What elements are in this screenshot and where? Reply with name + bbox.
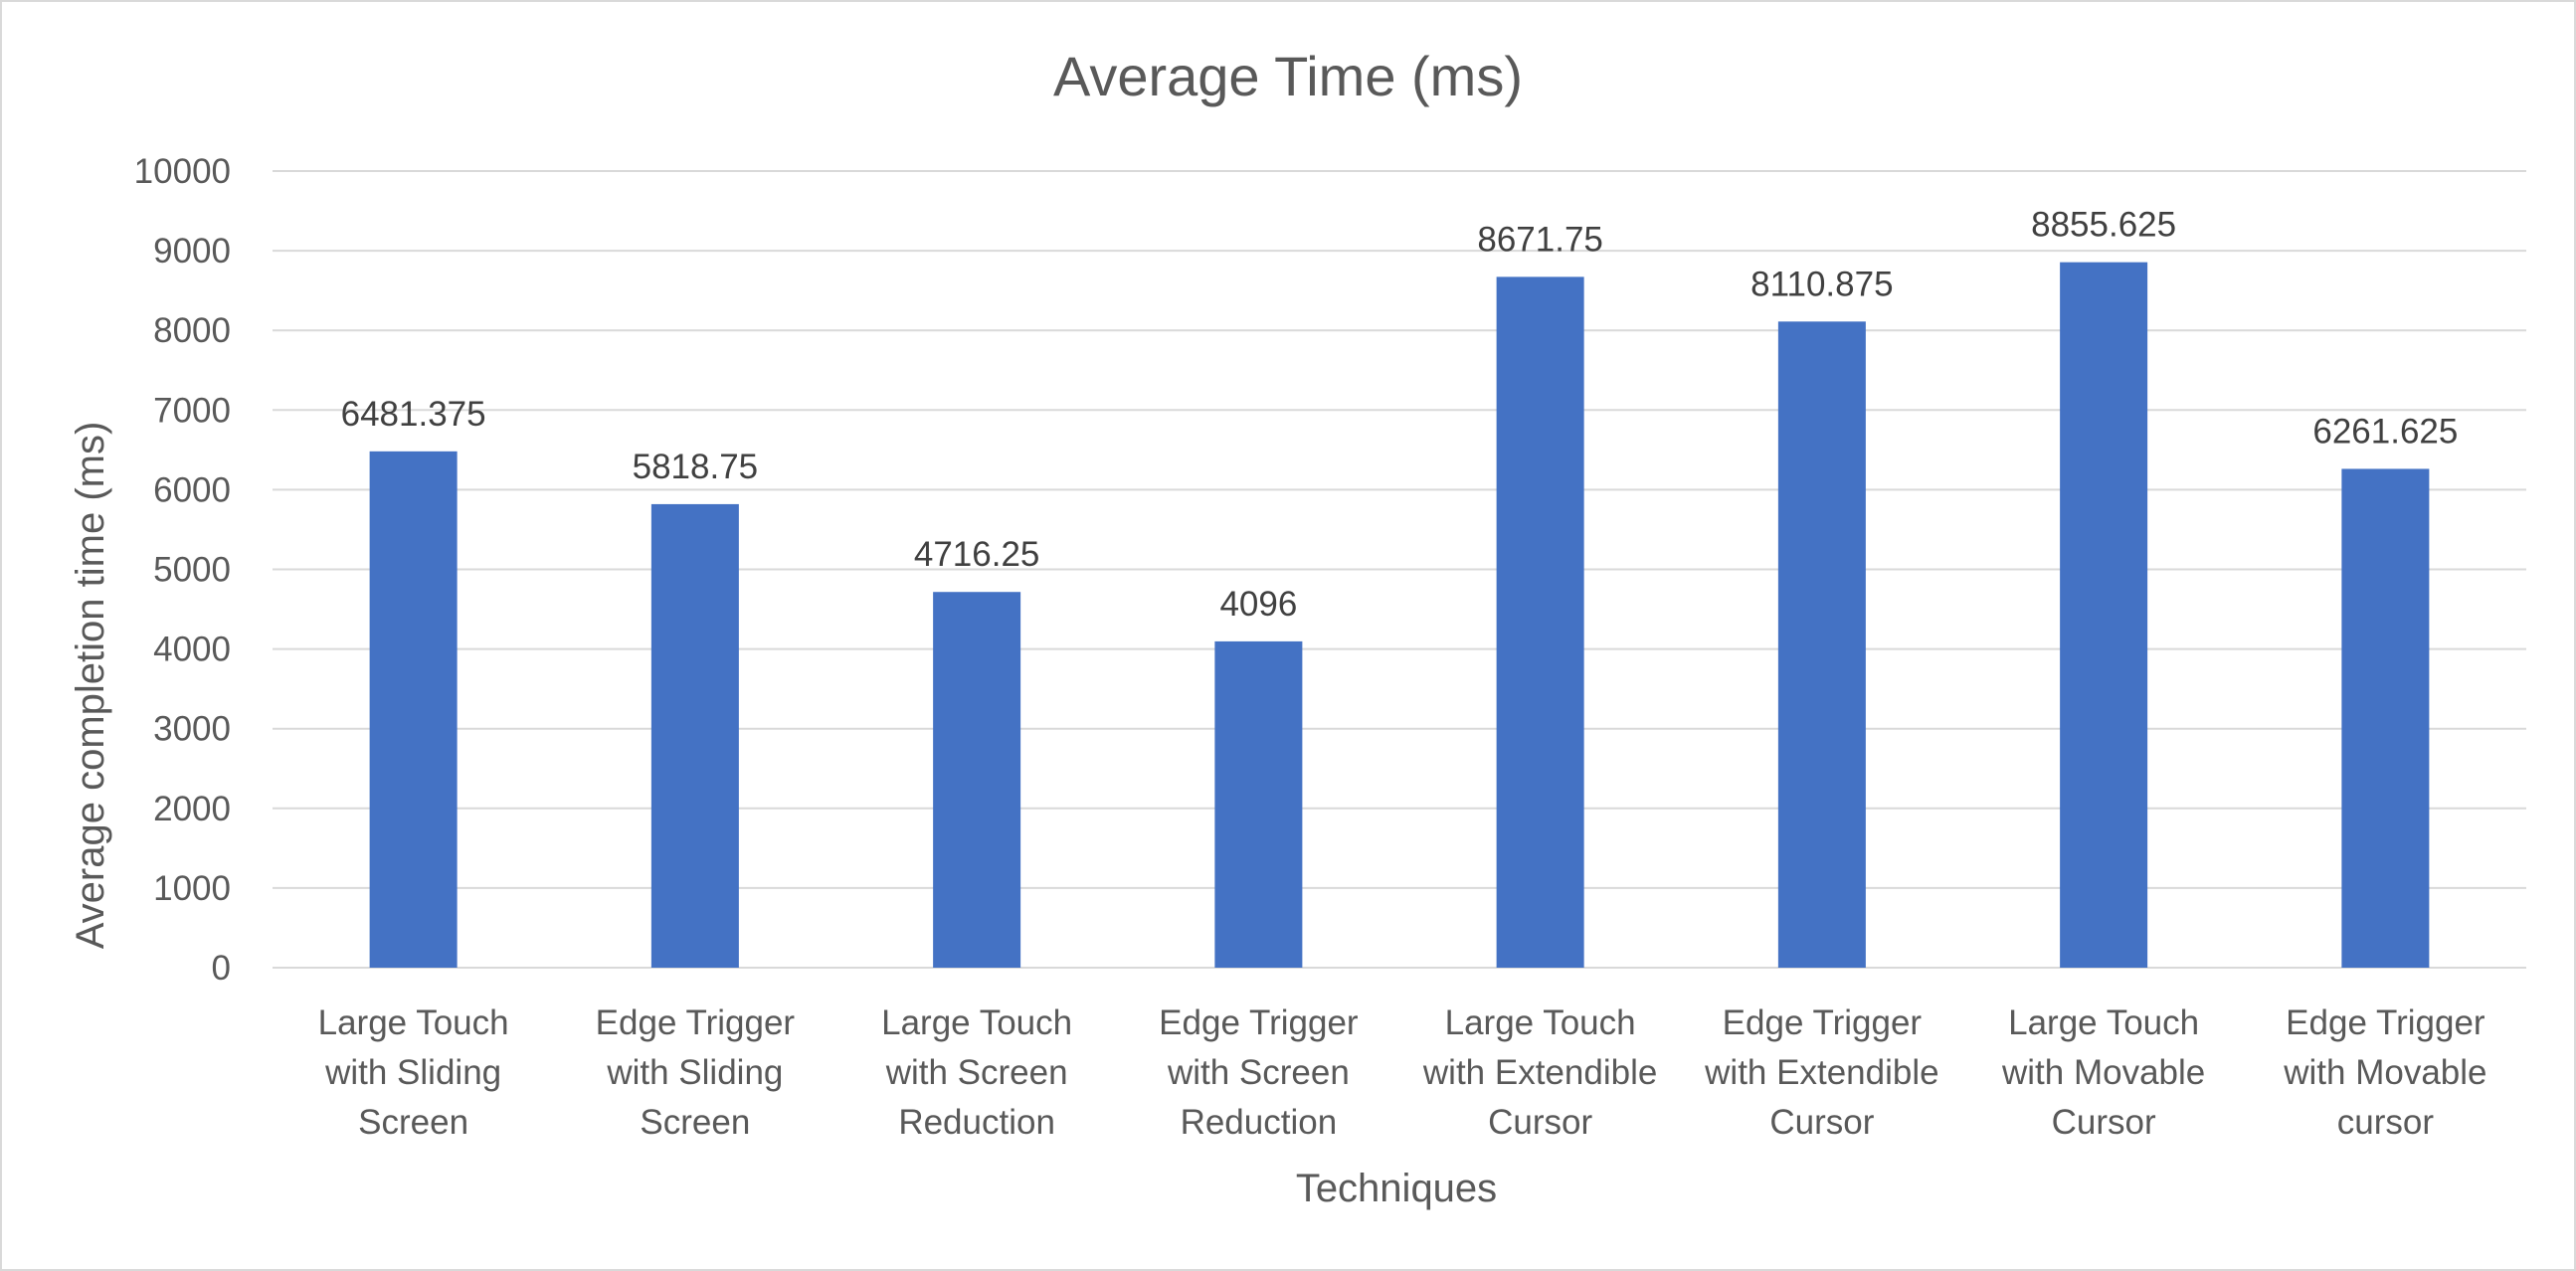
x-category-label: Edge Trigger with Movable cursor: [2283, 1003, 2486, 1142]
bar: [650, 503, 739, 968]
y-tick-label: 4000: [153, 631, 231, 669]
y-tick-label: 1000: [153, 869, 231, 908]
x-category-label-line: Edge Trigger: [596, 1003, 796, 1042]
gridlines: [273, 170, 2526, 969]
x-category-label-line: Edge Trigger: [1159, 1003, 1359, 1042]
x-category-label-line: Screen: [640, 1103, 750, 1142]
bar: [369, 451, 458, 968]
bar: [1214, 640, 1303, 968]
x-category-label-line: Screen: [358, 1103, 468, 1142]
x-category-label-line: Large Touch: [881, 1003, 1072, 1042]
x-category-label: Large Touch with Screen Reduction: [881, 1003, 1072, 1142]
x-category-label-line: with Extendible: [1422, 1053, 1657, 1092]
y-axis-tick-labels: 0 1000 2000 3000 4000 5000 6000 7000 8000 9000 100…: [134, 152, 231, 988]
x-category-label-line: with Movable: [2283, 1053, 2486, 1092]
x-category-label: Large Touch with Movable Cursor: [2001, 1003, 2205, 1142]
x-category-label-line: Large Touch: [2008, 1003, 2199, 1042]
y-axis-title: Average completion time (ms): [69, 422, 112, 950]
bar: [1496, 276, 1584, 968]
x-category-label-line: cursor: [2337, 1103, 2435, 1142]
bar: [2341, 468, 2430, 968]
y-tick-label: 10000: [134, 152, 231, 191]
y-tick-label: 2000: [153, 790, 231, 828]
x-category-label: Edge Trigger with Sliding Screen: [596, 1003, 796, 1142]
x-category-label-line: with Screen: [1167, 1053, 1350, 1092]
x-category-label-line: Large Touch: [1445, 1003, 1636, 1042]
x-category-label-line: with Movable: [2001, 1053, 2205, 1092]
bar: [933, 592, 1021, 968]
y-tick-label: 6000: [153, 470, 231, 509]
data-label: 5818.75: [633, 448, 759, 486]
bars: [369, 262, 2430, 968]
x-category-label: Edge Trigger with Screen Reduction: [1159, 1003, 1359, 1142]
data-label: 4096: [1219, 585, 1297, 624]
x-category-label-line: with Sliding: [606, 1053, 783, 1092]
x-category-label-line: with Extendible: [1704, 1053, 1938, 1092]
y-tick-label: 9000: [153, 232, 231, 271]
bar: [1777, 321, 1866, 968]
x-category-label-line: Cursor: [1769, 1103, 1874, 1142]
y-tick-label: 5000: [153, 551, 231, 590]
x-category-label-line: Edge Trigger: [2286, 1003, 2485, 1042]
data-label: 4716.25: [914, 535, 1040, 574]
y-tick-label: 7000: [153, 391, 231, 430]
y-tick-label: 8000: [153, 311, 231, 350]
data-label: 8671.75: [1477, 220, 1603, 259]
x-category-label-line: with Screen: [885, 1053, 1068, 1092]
chart-title: Average Time (ms): [1053, 45, 1523, 107]
data-label: 6481.375: [341, 395, 486, 434]
bar: [2060, 262, 2148, 968]
data-labels: 6481.375 5818.75 4716.25 4096 8671.75 8110.87…: [341, 206, 2459, 624]
data-label: 6261.625: [2312, 412, 2458, 451]
x-category-label-line: Large Touch: [318, 1003, 509, 1042]
y-tick-label: 3000: [153, 710, 231, 749]
data-label: 8855.625: [2031, 206, 2176, 245]
x-category-label-line: Reduction: [898, 1103, 1055, 1142]
x-axis-title: Techniques: [1296, 1167, 1497, 1210]
y-tick-label: 0: [212, 949, 231, 988]
x-category-label-line: Edge Trigger: [1723, 1003, 1923, 1042]
data-label: 8110.875: [1750, 265, 1893, 303]
x-category-label-line: with Sliding: [324, 1053, 501, 1092]
x-category-label: Edge Trigger with Extendible Cursor: [1704, 1003, 1938, 1142]
x-category-label-line: Cursor: [2052, 1103, 2156, 1142]
x-category-label: Large Touch with Extendible Cursor: [1422, 1003, 1657, 1142]
x-category-label-line: Cursor: [1488, 1103, 1592, 1142]
x-category-label: Large Touch with Sliding Screen: [318, 1003, 509, 1142]
x-category-label-line: Reduction: [1181, 1103, 1338, 1142]
